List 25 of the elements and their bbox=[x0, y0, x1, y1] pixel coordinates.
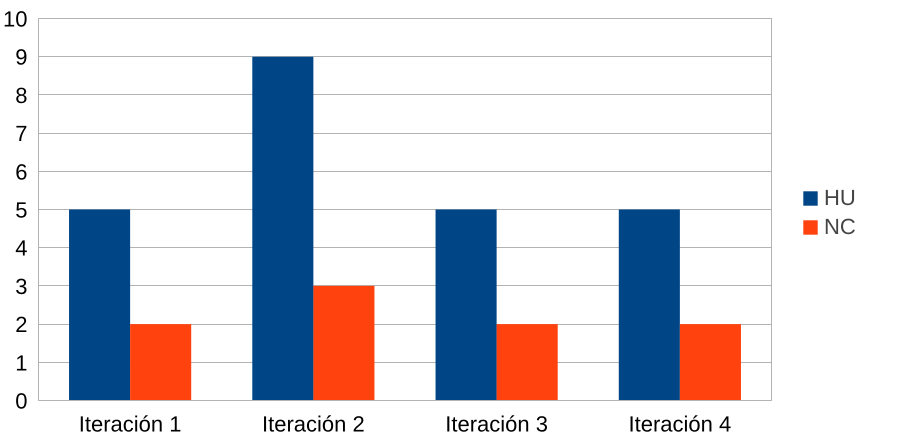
bar bbox=[618, 210, 680, 400]
y-tick-label: 3 bbox=[15, 274, 28, 299]
x-tick-label: Iteración 4 bbox=[628, 412, 732, 436]
bar bbox=[130, 324, 192, 400]
y-tick-label: 6 bbox=[15, 159, 28, 184]
bar bbox=[496, 324, 558, 400]
bar bbox=[680, 324, 741, 400]
y-tick-label: 2 bbox=[15, 312, 28, 338]
bar bbox=[69, 210, 130, 400]
legend-label: NC bbox=[824, 214, 856, 240]
y-tick-label: 1 bbox=[15, 350, 28, 376]
y-tick-label: 8 bbox=[15, 82, 28, 108]
x-tick-label: Iteración 1 bbox=[78, 412, 182, 436]
y-tick-label: 4 bbox=[15, 236, 28, 261]
x-tick-label: Iteración 2 bbox=[262, 412, 365, 436]
x-tick-label: Iteración 3 bbox=[445, 412, 548, 436]
y-tick-label: 10 bbox=[3, 6, 28, 32]
y-tick-label: 5 bbox=[15, 198, 28, 222]
legend-label: HU bbox=[824, 185, 856, 211]
y-tick-label: 0 bbox=[15, 388, 28, 414]
bar bbox=[252, 56, 314, 400]
y-tick-label: 7 bbox=[15, 121, 28, 146]
bar bbox=[313, 286, 374, 400]
y-tick-label: 9 bbox=[15, 44, 28, 70]
bar bbox=[436, 210, 497, 400]
